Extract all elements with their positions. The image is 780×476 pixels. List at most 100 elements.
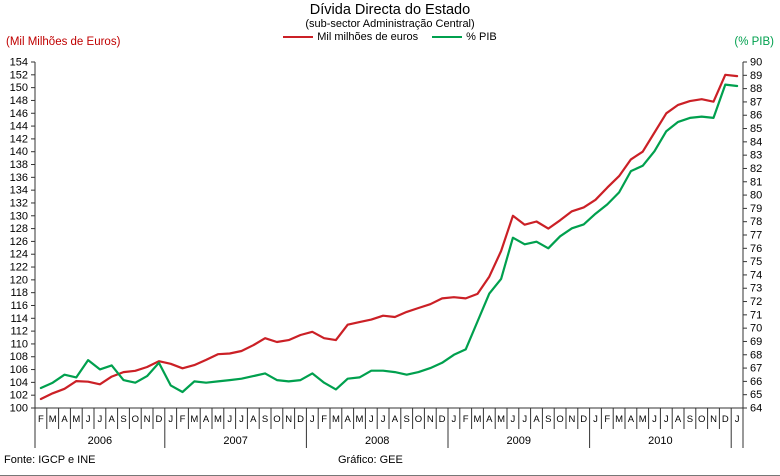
svg-text:A: A [109,414,116,425]
svg-text:A: A [486,414,493,425]
svg-text:M: M [332,414,340,425]
svg-text:O: O [132,414,139,425]
svg-text:67: 67 [750,363,762,375]
svg-text:M: M [190,414,198,425]
svg-text:M: M [639,414,647,425]
chart-legend: Mil milhões de euros % PIB [0,31,780,43]
svg-text:D: D [439,414,446,425]
svg-text:M: M [497,414,505,425]
svg-text:85: 85 [750,123,762,135]
svg-text:132: 132 [10,197,28,209]
svg-text:F: F [463,414,469,425]
svg-text:130: 130 [10,210,28,222]
svg-text:81: 81 [750,176,762,188]
svg-text:152: 152 [10,69,28,81]
legend-label-euros: Mil milhões de euros [317,31,419,43]
svg-text:M: M [615,414,623,425]
svg-text:66: 66 [750,376,762,388]
svg-text:70: 70 [750,323,762,335]
svg-text:M: M [49,414,57,425]
svg-text:138: 138 [10,159,28,171]
svg-text:106: 106 [10,364,28,376]
svg-text:2006: 2006 [88,435,112,447]
svg-text:A: A [392,414,399,425]
svg-text:F: F [38,414,44,425]
svg-text:O: O [415,414,422,425]
svg-text:2010: 2010 [648,435,672,447]
svg-text:A: A [675,414,682,425]
footer-source: Fonte: IGCP e INE [4,454,96,466]
svg-text:104: 104 [10,377,28,389]
svg-text:86: 86 [750,110,762,122]
svg-text:J: J [168,414,173,425]
svg-text:75: 75 [750,256,762,268]
svg-text:87: 87 [750,96,762,108]
svg-text:M: M [214,414,222,425]
legend-item-pib: % PIB [432,31,497,43]
svg-text:78: 78 [750,216,762,228]
svg-text:154: 154 [10,57,28,69]
svg-text:S: S [404,414,410,425]
svg-text:148: 148 [10,95,28,107]
svg-text:M: M [474,414,482,425]
svg-text:J: J [511,414,516,425]
svg-text:A: A [61,414,68,425]
svg-text:110: 110 [10,338,28,350]
svg-text:N: N [144,414,151,425]
svg-text:68: 68 [750,349,762,361]
svg-text:108: 108 [10,351,28,363]
svg-text:N: N [568,414,575,425]
svg-text:O: O [698,414,705,425]
svg-text:79: 79 [750,203,762,215]
svg-text:74: 74 [750,269,762,281]
svg-text:A: A [250,414,257,425]
svg-text:A: A [345,414,352,425]
svg-text:116: 116 [10,300,28,312]
chart-title: Dívida Directa do Estado [309,2,471,18]
svg-text:112: 112 [10,326,28,338]
svg-text:142: 142 [10,133,28,145]
svg-text:D: D [722,414,729,425]
svg-text:J: J [310,414,315,425]
svg-text:D: D [297,414,304,425]
svg-text:72: 72 [750,296,762,308]
svg-text:J: J [227,414,232,425]
svg-text:64: 64 [750,403,762,415]
svg-text:2008: 2008 [365,435,389,447]
svg-text:100: 100 [10,403,28,415]
svg-text:D: D [155,414,162,425]
svg-text:A: A [628,414,635,425]
svg-text:128: 128 [10,223,28,235]
svg-text:A: A [533,414,540,425]
legend-item-euros: Mil milhões de euros [283,31,418,43]
chart-subtitle: (sub-sector Administração Central) [305,18,475,30]
svg-text:2007: 2007 [223,435,247,447]
svg-text:J: J [452,414,457,425]
red-line-swatch [283,35,314,39]
svg-text:O: O [556,414,563,425]
svg-text:90: 90 [750,57,762,69]
svg-text:J: J [522,414,527,425]
svg-text:118: 118 [10,287,28,299]
left-axis-title: (Mil Milhões de Euros) [6,36,121,48]
svg-text:150: 150 [10,82,28,94]
svg-text:122: 122 [10,262,28,274]
svg-text:69: 69 [750,336,762,348]
svg-text:O: O [273,414,280,425]
svg-text:82: 82 [750,163,762,175]
svg-text:80: 80 [750,190,762,202]
svg-text:J: J [593,414,598,425]
svg-text:N: N [710,414,717,425]
svg-text:65: 65 [750,389,762,401]
svg-text:J: J [369,414,374,425]
svg-text:2009: 2009 [507,435,531,447]
svg-text:73: 73 [750,283,762,295]
svg-text:84: 84 [750,136,762,148]
svg-text:S: S [687,414,693,425]
svg-text:F: F [321,414,327,425]
green-line-swatch [432,35,463,39]
svg-text:S: S [545,414,551,425]
svg-text:120: 120 [10,274,28,286]
svg-text:J: J [735,414,740,425]
